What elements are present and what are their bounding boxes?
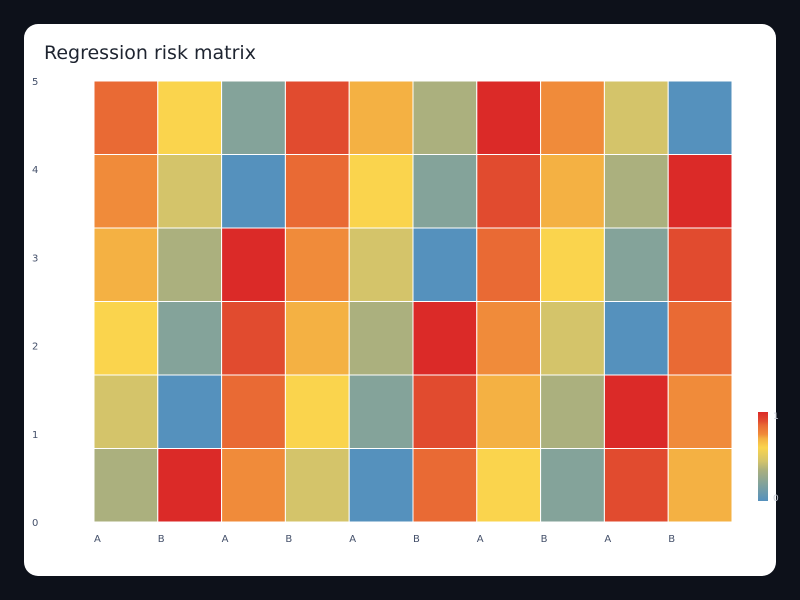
heatmap-cell	[93, 374, 159, 449]
heatmap-cell	[667, 374, 733, 449]
heatmap-cell	[540, 374, 605, 449]
y-tick-label: 2	[32, 342, 38, 353]
heatmap-cell	[603, 301, 669, 376]
heatmap-cell	[348, 80, 414, 155]
y-tick-label: 5	[32, 77, 38, 88]
x-tick-label: B	[285, 534, 292, 545]
y-tick-label: 0	[32, 518, 38, 529]
heatmap-cell	[221, 80, 286, 155]
heatmap-cell	[93, 301, 159, 376]
heatmap-cell	[348, 374, 414, 449]
heatmap-cell	[284, 154, 350, 229]
chart-title: Regression risk matrix	[44, 42, 256, 64]
x-tick-label: A	[604, 534, 611, 545]
colorbar-min-label: 0	[773, 494, 779, 504]
heatmap-cell	[667, 227, 733, 302]
heatmap-cell	[284, 448, 350, 523]
heatmap-cell	[412, 301, 478, 376]
heatmap-cell	[667, 80, 733, 155]
heatmap-cell	[221, 154, 286, 229]
x-tick-label: A	[477, 534, 484, 545]
heatmap-cell	[540, 448, 605, 523]
heatmap-cell	[540, 301, 605, 376]
heatmap-cell	[157, 80, 223, 155]
heatmap-cell	[412, 154, 478, 229]
heatmap-cell	[157, 301, 223, 376]
heatmap-cell	[667, 154, 733, 229]
heatmap-cell	[221, 448, 286, 523]
y-axis-ticks: 0 1 2 3 4 5	[32, 77, 38, 529]
heatmap-cell	[603, 227, 669, 302]
heatmap-cell	[221, 301, 286, 376]
heatmap-cell	[412, 80, 478, 155]
heatmap-cell	[667, 448, 733, 523]
heatmap-cell	[284, 227, 350, 302]
heatmap-cell	[348, 301, 414, 376]
x-tick-label: A	[94, 534, 101, 545]
colorbar-max-label: 1	[773, 412, 779, 422]
heatmap-cell	[667, 301, 733, 376]
y-tick-label: 1	[32, 430, 38, 441]
heatmap-cell	[284, 374, 350, 449]
heatmap-cell	[157, 448, 223, 523]
heatmap-cell	[603, 154, 669, 229]
heatmap-cell	[284, 301, 350, 376]
heatmap-cell	[603, 448, 669, 523]
heatmap-cell	[157, 227, 223, 302]
heatmap-cell	[348, 227, 414, 302]
heatmap-cell	[476, 448, 542, 523]
heatmap-cell	[157, 374, 223, 449]
colorbar	[758, 412, 768, 501]
heatmap-cell	[93, 154, 159, 229]
heatmap-cell	[157, 154, 223, 229]
heatmap-cell	[348, 448, 414, 523]
heatmap-cell	[93, 448, 159, 523]
x-tick-label: B	[541, 534, 548, 545]
heatmap-cell	[603, 374, 669, 449]
heatmap-cell	[476, 227, 542, 302]
y-tick-label: 4	[32, 165, 38, 176]
heatmap-cell	[540, 80, 605, 155]
heatmap-cells	[93, 80, 733, 523]
heatmap-cell	[603, 80, 669, 155]
heatmap-cell	[221, 374, 286, 449]
heatmap-cell	[93, 80, 159, 155]
heatmap-cell	[412, 374, 478, 449]
heatmap-cell	[476, 374, 542, 449]
x-tick-label: A	[222, 534, 229, 545]
heatmap-cell	[412, 448, 478, 523]
heatmap-cell	[540, 227, 605, 302]
x-tick-label: B	[158, 534, 165, 545]
heatmap-cell	[476, 154, 542, 229]
heatmap-cell	[348, 154, 414, 229]
heatmap-cell	[476, 80, 542, 155]
heatmap-cell	[476, 301, 542, 376]
y-tick-label: 3	[32, 253, 38, 264]
heatmap-cell	[540, 154, 605, 229]
heatmap-cell	[284, 80, 350, 155]
heatmap-cell	[412, 227, 478, 302]
x-tick-label: B	[413, 534, 420, 545]
heatmap-cell	[221, 227, 286, 302]
x-tick-label: B	[668, 534, 675, 545]
x-tick-label: A	[349, 534, 356, 545]
heatmap-cell	[93, 227, 159, 302]
